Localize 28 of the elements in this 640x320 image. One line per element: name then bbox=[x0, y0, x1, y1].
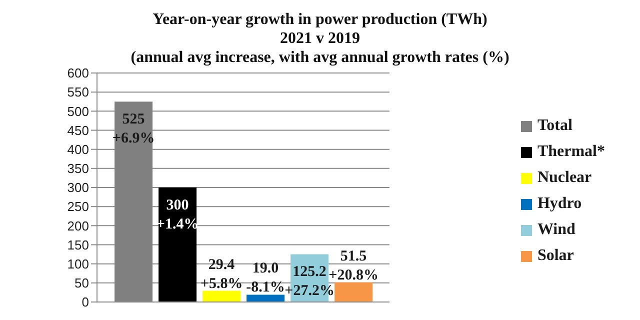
chart-title: Year-on-year growth in power production (TWh) bbox=[152, 10, 488, 29]
y-tick-label: 550 bbox=[67, 84, 89, 100]
bar bbox=[246, 294, 285, 302]
data-label: 51.5 +20.8% bbox=[328, 248, 378, 284]
legend-label: Nuclear bbox=[537, 169, 592, 187]
y-tick-label: 200 bbox=[67, 218, 89, 234]
legend-label: Solar bbox=[537, 247, 574, 265]
y-tick-label: 250 bbox=[67, 199, 89, 214]
y-tick-label: 400 bbox=[67, 142, 89, 157]
y-tick-label: 300 bbox=[67, 180, 89, 196]
y-tick-label: 350 bbox=[67, 161, 89, 176]
y-tick-label: 0 bbox=[82, 294, 89, 310]
legend-label: Thermal* bbox=[537, 143, 605, 161]
y-tick-label: 50 bbox=[74, 276, 89, 291]
y-tick-label: 450 bbox=[67, 122, 89, 138]
chart-subtitle: 2021 v 2019 (annual avg increase, with avg annual growth rates (%) bbox=[130, 29, 510, 67]
legend-label: Wind bbox=[537, 221, 576, 239]
bar bbox=[158, 188, 197, 302]
y-tick-label: 100 bbox=[67, 256, 89, 272]
data-label: 29.4 +5.8% bbox=[200, 256, 243, 292]
bar bbox=[334, 282, 373, 302]
y-tick-label: 150 bbox=[67, 237, 89, 252]
legend-label: Hydro bbox=[537, 195, 582, 213]
y-tick-label: 600 bbox=[67, 66, 89, 81]
bar bbox=[202, 290, 241, 302]
y-tick-label: 500 bbox=[67, 104, 89, 119]
data-label: 19.0 -8.1% bbox=[246, 260, 285, 296]
legend-label: Total bbox=[537, 117, 572, 135]
